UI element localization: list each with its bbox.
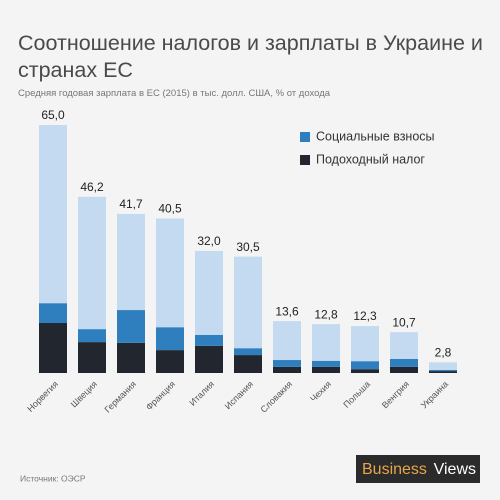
total-label: 41,7 [119, 197, 143, 211]
bar-segment [78, 342, 106, 373]
total-label: 32,0 [197, 234, 221, 248]
x-tick-label: Франция [144, 379, 177, 412]
bar-segment [234, 256, 262, 349]
bar-segment [117, 342, 145, 373]
bar-segment [429, 371, 457, 373]
bar-segment [78, 196, 106, 330]
bar-segment [312, 366, 340, 373]
x-tick-label: Польша [341, 379, 372, 410]
source: Источник: ОЭСР [20, 473, 86, 483]
bar-segment [429, 362, 457, 370]
bar-segment [312, 324, 340, 361]
x-tick-label: Италия [187, 379, 216, 408]
x-tick-label: Норвегия [25, 379, 60, 414]
legend-swatch [300, 155, 310, 165]
bar-segment [195, 345, 223, 373]
bar-segment [117, 213, 145, 311]
bar-segment [195, 250, 223, 335]
x-tick-label: Словакия [258, 379, 294, 415]
x-tick-label: Венгрия [380, 379, 411, 410]
legend-label: Социальные взносы [316, 129, 435, 143]
logo-business: Business [362, 461, 427, 478]
bar-segment [390, 366, 418, 373]
bar-segment [312, 360, 340, 367]
bar-segment [351, 361, 379, 370]
bar-segment [234, 348, 262, 356]
bar-segment [78, 329, 106, 343]
logo-views: Views [434, 461, 476, 478]
bar-segment [156, 327, 184, 351]
bar-segment [156, 350, 184, 373]
bar-segment [351, 326, 379, 362]
total-label: 13,6 [275, 304, 299, 318]
total-label: 12,8 [314, 307, 338, 321]
bar-segment [273, 366, 301, 373]
bar-segment [195, 334, 223, 346]
bar-segment [390, 332, 418, 359]
chart-title: Соотношение налогов и зарплаты в Украине… [18, 31, 483, 82]
total-label: 30,5 [236, 240, 260, 254]
x-tick-label: Испания [223, 379, 255, 411]
total-label: 40,5 [158, 202, 182, 216]
legend-swatch [300, 132, 310, 142]
total-label: 10,7 [392, 315, 416, 329]
x-tick-label: Германия [102, 379, 138, 415]
legend-label: Подоходный налог [316, 152, 425, 166]
total-label: 65,0 [41, 108, 65, 122]
bar-segment [390, 358, 418, 367]
bar-segment [117, 310, 145, 343]
subtitle: Средняя годовая зарплата в ЕС (2015) в т… [18, 88, 331, 99]
x-tick-label: Украина [419, 379, 450, 410]
bar-segment [273, 360, 301, 367]
x-tick-label: Чехия [308, 379, 333, 404]
bar-segment [273, 321, 301, 361]
total-label: 2,8 [435, 345, 452, 359]
logo-box [356, 455, 480, 483]
bar-segment [351, 369, 379, 373]
x-tick-label: Швеция [69, 379, 99, 409]
bar-segment [39, 303, 67, 324]
bar-segment [234, 355, 262, 373]
bar-segment [39, 323, 67, 373]
total-label: 46,2 [80, 180, 104, 194]
bar-segment [39, 125, 67, 304]
total-label: 12,3 [353, 309, 377, 323]
bar-segment [429, 369, 457, 372]
bar-segment [156, 218, 184, 328]
